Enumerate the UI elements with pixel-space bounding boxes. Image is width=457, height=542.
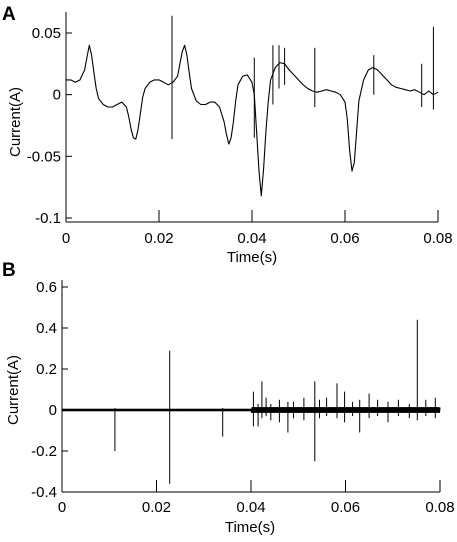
panel-b-x-axis-title: Time(s) (225, 519, 275, 536)
panel-b-noise-band (61, 406, 441, 414)
panel-b-series (61, 319, 441, 484)
panel-a-x-axis-title: Time(s) (227, 249, 277, 266)
panel-a-series (66, 15, 439, 197)
panel-a-y-tick-label: -0.05 (27, 148, 61, 165)
panel-a-x-tick-label: 0.06 (330, 230, 359, 247)
panel-a: A 0 0.02 0.04 0.06 0.08 -0.1 -0.05 0 0.05 Time(s… (2, 4, 453, 266)
panel-b-y-tick-label: 0.6 (36, 279, 57, 296)
panel-a-x-tick-label: 0.08 (423, 230, 452, 247)
panel-a-y-tick-label: -0.1 (35, 210, 61, 227)
panel-a-x-tick-label: 0.04 (237, 230, 266, 247)
panel-b-y-axis-title: Current(A) (5, 355, 22, 425)
panel-b-y-tick-label: 0 (49, 402, 57, 419)
panel-b-x-tick-label: 0.06 (331, 499, 360, 516)
panel-a-y-axis-title: Current(A) (7, 87, 24, 157)
panel-a-axes: 0 0.02 0.04 0.06 0.08 -0.1 -0.05 0 0.05 (27, 12, 453, 247)
panel-b-label: B (2, 260, 16, 281)
panel-b-x-tick-label: 0 (58, 499, 66, 516)
panel-b-y-tick-label: 0.2 (36, 361, 57, 378)
panel-b-y-tick-label: -0.4 (31, 484, 57, 501)
panel-a-y-tick-label: 0.05 (32, 25, 61, 42)
panel-b-x-tick-label: 0.04 (236, 499, 265, 516)
panel-b-x-tick-label: 0.08 (425, 499, 454, 516)
panel-b: B 0 0.02 0.04 0.06 0.08 -0.4 -0.2 0 0.2 0.4 0.6 Ti… (2, 260, 455, 536)
panel-a-x-tick-label: 0 (62, 230, 70, 247)
panel-a-x-tick-label: 0.02 (144, 230, 173, 247)
panel-b-y-tick-label: 0.4 (36, 320, 57, 337)
panel-a-label: A (2, 4, 16, 25)
panel-a-y-tick-label: 0 (53, 87, 61, 104)
panel-a-series-line (66, 44, 439, 197)
panel-b-x-tick-label: 0.02 (142, 499, 171, 516)
panel-b-axes: 0 0.02 0.04 0.06 0.08 -0.4 -0.2 0 0.2 0.4 0.6 (31, 279, 454, 516)
panel-b-y-tick-label: -0.2 (31, 443, 57, 460)
